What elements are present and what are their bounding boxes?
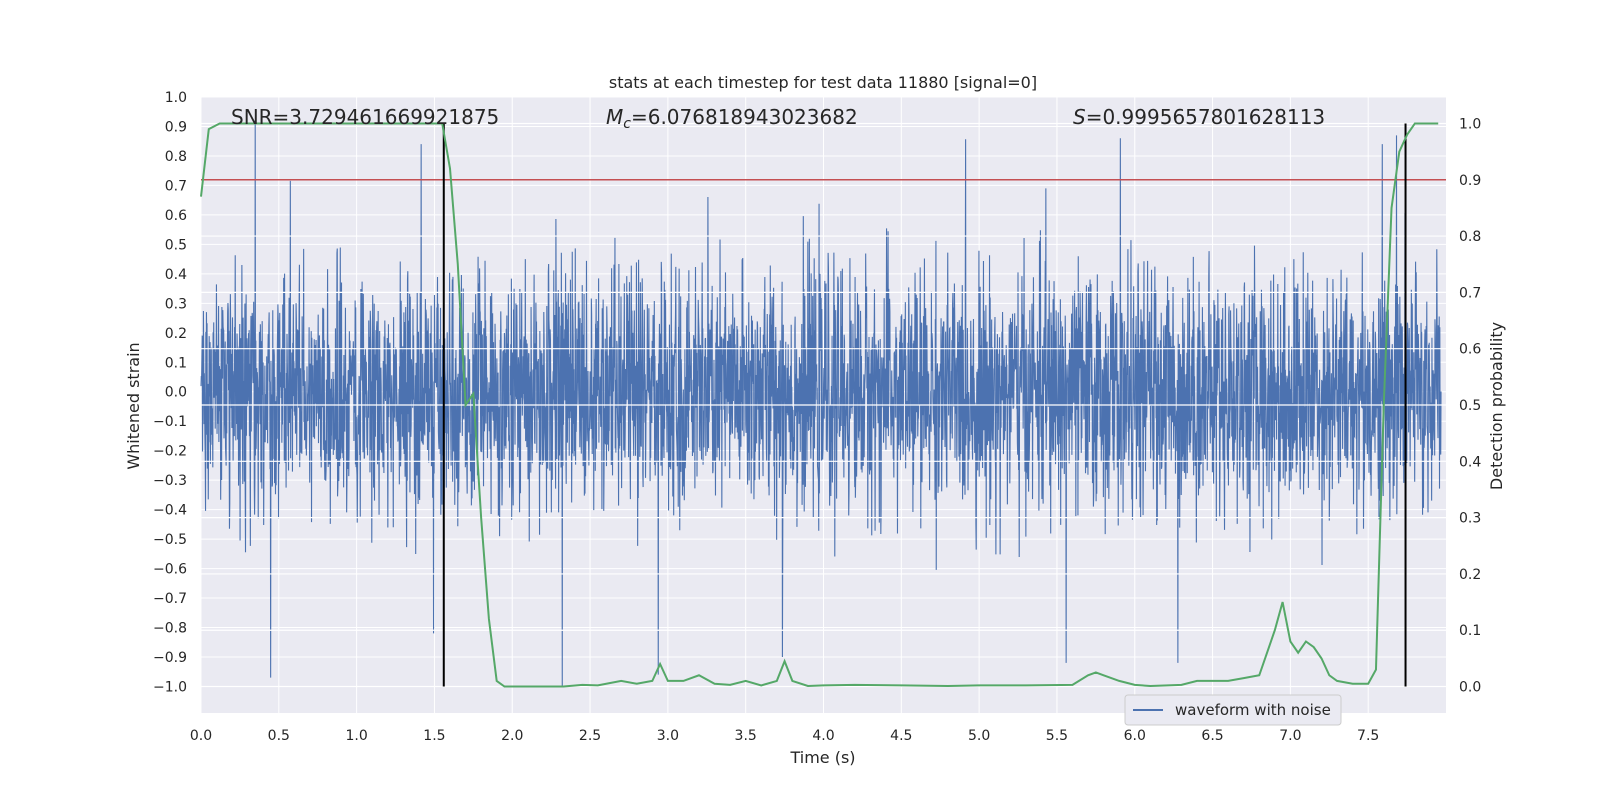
y-tick-label: 0.3 (165, 296, 187, 312)
x-tick-label: 4.5 (890, 728, 912, 744)
y2-tick-label: 0.1 (1459, 623, 1481, 639)
x-tick-label: 1.5 (423, 728, 445, 744)
y-tick-label: 0.9 (165, 119, 187, 135)
y-tick-label: −0.8 (153, 621, 187, 637)
y-tick-label: 0.5 (165, 237, 187, 253)
x-tick-label: 3.5 (735, 728, 757, 744)
y2-tick-label: 0.7 (1459, 285, 1481, 301)
x-tick-label: 5.0 (968, 728, 990, 744)
x-tick-label: 0.5 (268, 728, 290, 744)
x-tick-label: 3.0 (657, 728, 679, 744)
detection-probability-line (200, 122, 1439, 688)
y2-tick-label: 0.9 (1459, 173, 1481, 189)
mc-subscript: c (623, 116, 631, 132)
y2-tick-label: 0.4 (1459, 454, 1481, 470)
x-tick-label: 2.0 (501, 728, 523, 744)
y-tick-labels: 1.0 0.9 0.8 0.7 0.6 0.5 0.4 0.3 0.2 0.1 0.0 −0.1 −0.… (153, 90, 187, 695)
y-tick-label: −0.3 (153, 473, 187, 489)
y-tick-label: −0.9 (153, 650, 187, 666)
x-tick-label: 2.5 (579, 728, 601, 744)
legend: waveform with noise (1124, 694, 1342, 726)
x-tick-label: 7.5 (1357, 728, 1379, 744)
waveform-line (200, 120, 1442, 687)
y2-axis-label: Detection probability (1487, 322, 1506, 490)
x-axis-label: Time (s) (789, 748, 855, 767)
y-tick-label: 0.7 (165, 178, 187, 194)
x-tick-label: 5.5 (1046, 728, 1068, 744)
y2-tick-label: 0.2 (1459, 567, 1481, 583)
chirp-mass-annotation: Mc=6.076818943023682 (606, 105, 858, 132)
y2-tick-label: 1.0 (1459, 116, 1481, 132)
y-tick-label: 0.4 (165, 267, 187, 283)
legend-box (1124, 694, 1342, 726)
y-tick-label: 1.0 (165, 90, 187, 106)
x-tick-label: 6.0 (1124, 728, 1146, 744)
mc-value: =6.076818943023682 (631, 105, 858, 129)
y-tick-label: 0.0 (165, 385, 187, 401)
x-tick-labels: 0.0 0.5 1.0 1.5 2.0 2.5 3.0 3.5 4.0 4.5 5.0 5.5 6.0 6… (190, 728, 1379, 744)
y2-tick-label: 0.3 (1459, 511, 1481, 527)
x-tick-label: 0.0 (190, 728, 212, 744)
marks-layer (200, 122, 1446, 688)
snr-annotation: SNR=3.729461669921875 (231, 105, 499, 129)
y2-tick-label: 0.6 (1459, 342, 1481, 358)
mc-symbol: M (606, 105, 623, 129)
x-tick-label: 6.5 (1201, 728, 1223, 744)
legend-label: waveform with noise (1175, 701, 1331, 719)
y2-tick-label: 0.5 (1459, 398, 1481, 414)
y-tick-label: −0.1 (153, 414, 187, 430)
x-tick-label: 7.0 (1279, 728, 1301, 744)
s-symbol: S (1073, 105, 1086, 129)
y-axis-label: Whitened strain (124, 342, 143, 469)
x-tick-label: 4.0 (812, 728, 834, 744)
y-tick-label: 0.8 (165, 149, 187, 165)
y2-tick-label: 0.8 (1459, 229, 1481, 245)
y-tick-label: −0.7 (153, 591, 187, 607)
y-tick-label: 0.1 (165, 355, 187, 371)
y-tick-label: 0.6 (165, 208, 187, 224)
y-tick-label: −1.0 (153, 679, 187, 695)
y-tick-label: −0.4 (153, 503, 187, 519)
y-tick-label: −0.2 (153, 444, 187, 460)
score-annotation: S=0.9995657801628113 (1073, 105, 1325, 129)
waveform-series (200, 120, 1442, 687)
y-tick-label: −0.6 (153, 562, 187, 578)
x-tick-label: 1.0 (345, 728, 367, 744)
chart-title: stats at each timestep for test data 118… (609, 73, 1037, 92)
y-tick-label: −0.5 (153, 532, 187, 548)
y2-tick-labels: 1.0 0.9 0.8 0.7 0.6 0.5 0.4 0.3 0.2 0.1 0.0 (1459, 116, 1481, 695)
y-tick-label: 0.2 (165, 326, 187, 342)
y2-tick-label: 0.0 (1459, 680, 1481, 696)
s-value: =0.9995657801628113 (1086, 105, 1325, 129)
